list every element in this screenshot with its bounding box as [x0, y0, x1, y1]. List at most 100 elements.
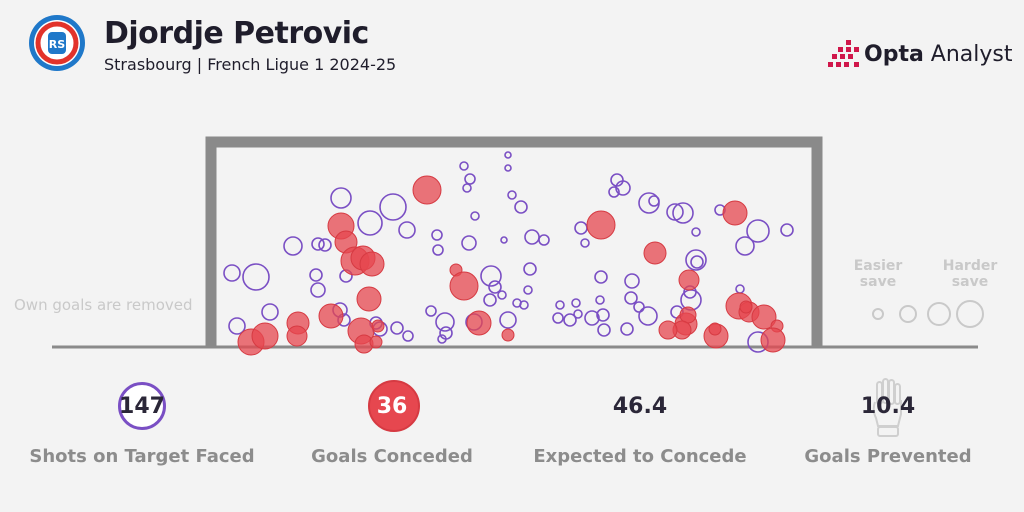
legend-circles [872, 300, 984, 328]
goal-conceded-marker [371, 319, 385, 333]
save-marker [523, 285, 533, 295]
brand-name: Opta Analyst [864, 42, 1013, 67]
save-marker [608, 186, 620, 198]
club-badge-icon: RS [29, 15, 85, 71]
save-marker [672, 202, 694, 224]
save-marker [461, 235, 477, 251]
stats-row: 147 Shots on Target Faced 36 Goals Conce… [0, 378, 1024, 512]
goal-conceded-marker [412, 175, 442, 205]
legend-circle-xs [872, 308, 884, 320]
goal-conceded-marker [678, 269, 700, 291]
save-marker [318, 238, 332, 252]
save-marker [390, 321, 404, 335]
goal-conceded-marker [466, 310, 492, 336]
header: RS Djordje Petrovic Strasbourg | French … [28, 14, 1013, 84]
save-marker [470, 211, 480, 221]
opta-logo-icon [828, 40, 859, 67]
goal-conceded-marker [739, 300, 753, 314]
save-marker [504, 151, 512, 159]
goal-conceded-marker [359, 251, 385, 277]
save-marker [624, 273, 640, 289]
save-marker [620, 322, 634, 336]
goal-conceded-marker [760, 327, 786, 353]
stat-value: 147 [119, 394, 165, 419]
save-marker [504, 164, 512, 172]
goal-conceded-marker [286, 325, 308, 347]
save-marker [594, 270, 608, 284]
save-marker [685, 249, 707, 271]
svg-text:RS: RS [49, 38, 65, 51]
save-marker [555, 300, 565, 310]
legend-circle-l [956, 300, 984, 328]
legend-harder-line1: Harder [942, 258, 998, 274]
save-marker [596, 308, 610, 322]
goal-conceded-marker [658, 320, 678, 340]
goals-layer [237, 175, 786, 356]
save-marker [624, 291, 638, 305]
goal-conceded-marker [251, 322, 279, 350]
stat-label: Expected to Concede [533, 446, 747, 467]
goal-posts [205, 136, 823, 347]
save-marker [571, 298, 581, 308]
save-marker [514, 200, 528, 214]
goal-conceded-marker [751, 304, 777, 330]
goal-conceded-marker [501, 328, 515, 342]
goal-conceded-marker [708, 322, 722, 336]
stat-filled-marker [368, 380, 420, 432]
save-marker [309, 268, 323, 282]
save-marker [402, 330, 414, 342]
goal-conceded-marker [356, 286, 382, 312]
save-marker [638, 306, 658, 326]
save-marker [228, 317, 246, 335]
save-marker [464, 173, 476, 185]
goal-conceded-marker [449, 271, 479, 301]
stat-label: Goals Conceded [311, 446, 473, 467]
save-marker [746, 219, 770, 243]
goal-conceded-marker [369, 335, 383, 349]
stat-ring-marker [118, 382, 166, 430]
stat-shots-faced: 147 Shots on Target Faced [14, 380, 274, 467]
save-marker [538, 234, 550, 246]
save-marker [462, 183, 472, 193]
save-marker [507, 190, 517, 200]
legend-circle-s [899, 305, 917, 323]
save-marker [459, 161, 469, 171]
save-marker [580, 238, 590, 248]
goal-frame [52, 136, 978, 349]
goal-conceded-marker [643, 241, 667, 265]
save-marker [552, 312, 564, 324]
legend-easier-line2: save [859, 274, 897, 290]
goal-conceded-marker [586, 210, 616, 240]
save-marker [691, 227, 701, 237]
save-marker [398, 221, 416, 239]
brand-bold: Opta [864, 42, 924, 67]
legend-circle-m [927, 302, 951, 326]
save-marker [563, 313, 577, 327]
save-marker [500, 236, 508, 244]
save-marker [573, 309, 583, 319]
save-marker [780, 223, 794, 237]
save-marker [524, 229, 540, 245]
save-marker [523, 262, 537, 276]
saves-layer [223, 151, 794, 353]
save-marker [735, 284, 745, 294]
save-marker [480, 265, 502, 287]
stat-label: Goals Prevented [804, 446, 972, 467]
page-subtitle: Strasbourg | French Ligue 1 2024-25 [104, 55, 397, 74]
save-marker [735, 236, 755, 256]
save-marker [497, 290, 507, 300]
goal-shot-map [52, 136, 978, 356]
stat-expected-concede: 46.4 Expected to Concede [512, 380, 772, 467]
goal-conceded-marker [318, 303, 344, 329]
save-marker [223, 264, 241, 282]
stat-value: 10.4 [860, 394, 916, 419]
stat-value: 46.4 [612, 394, 668, 419]
save-marker [242, 263, 270, 291]
save-marker [595, 295, 605, 305]
legend-easier-label: Easier save [838, 258, 918, 290]
legend-harder-line2: save [951, 274, 989, 290]
save-marker [432, 244, 444, 256]
save-marker [648, 195, 660, 207]
save-marker [519, 300, 529, 310]
save-marker [584, 310, 600, 326]
